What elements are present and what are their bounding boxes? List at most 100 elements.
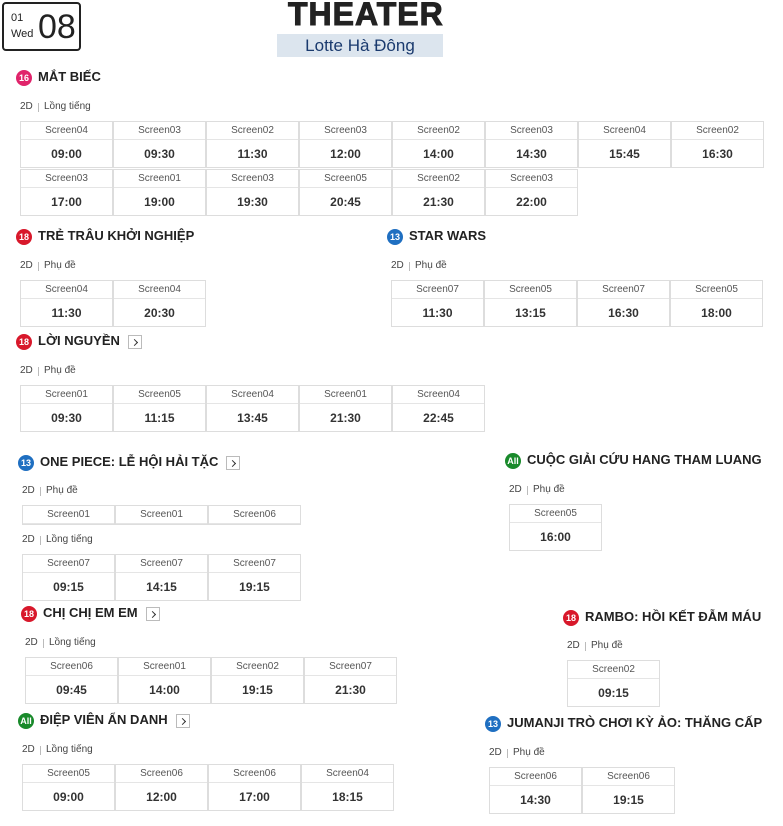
show-time: 17:00	[239, 790, 270, 804]
showtime[interactable]: Screen04 09:00	[20, 121, 113, 168]
rating-badge: 18	[16, 229, 32, 245]
showtime[interactable]: Screen07 14:15	[115, 554, 208, 601]
separator	[38, 262, 39, 271]
showtime[interactable]: Screen06 12:00	[115, 764, 208, 811]
screen-name: Screen01	[116, 506, 207, 524]
showtime[interactable]: Screen06 14:30	[489, 767, 582, 814]
screen-name: Screen02	[393, 170, 484, 188]
show-time: 09:30	[144, 147, 175, 161]
rating-badge: 16	[16, 70, 32, 86]
showtime[interactable]: Screen07 11:30	[391, 280, 484, 327]
movie-title: JUMANJI TRÒ CHƠI KỲ ẢO: THĂNG CẤP	[507, 715, 763, 730]
movie-title: CHỊ CHỊ EM EM	[43, 605, 138, 620]
format-type: 2D	[567, 640, 580, 651]
showtime[interactable]: Screen03 17:00	[20, 169, 113, 216]
showtime[interactable]: Screen03 09:30	[113, 121, 206, 168]
showtime[interactable]: Screen06 09:45	[25, 657, 118, 704]
showtime[interactable]: Screen04 11:30	[20, 280, 113, 327]
showtime[interactable]: Screen07 19:15	[208, 554, 301, 601]
format-lang: Phụ đề	[533, 484, 565, 495]
screen-name: Screen04	[207, 386, 298, 404]
separator	[43, 639, 44, 648]
showtime[interactable]: Screen03 12:00	[299, 121, 392, 168]
showtime[interactable]: Screen02 16:30	[671, 121, 764, 168]
screen-name: Screen05	[23, 765, 114, 783]
showtime[interactable]: Screen01 21:30	[299, 385, 392, 432]
movie-title: CUỘC GIẢI CỨU HANG THAM LUANG	[527, 452, 762, 467]
header-subtitle: Lotte Hà Đông	[277, 34, 443, 57]
rating-badge: 18	[563, 610, 579, 626]
showtime[interactable]: Screen07 09:15	[22, 554, 115, 601]
showtime[interactable]: Screen05 18:00	[670, 280, 763, 327]
detail-button[interactable]	[128, 335, 142, 349]
show-time: 19:15	[239, 580, 270, 594]
detail-button[interactable]	[146, 607, 160, 621]
showtime[interactable]: Screen01 19:00	[113, 169, 206, 216]
showtime[interactable]: Screen01 14:00	[118, 657, 211, 704]
show-time: 13:45	[237, 411, 268, 425]
showtime[interactable]: Screen05 16:00	[509, 504, 602, 551]
showtime[interactable]: Screen06 17:00	[208, 764, 301, 811]
screen-name: Screen02	[212, 658, 303, 676]
showtime[interactable]: Screen02 09:15	[567, 660, 660, 707]
show-time: 16:30	[702, 147, 733, 161]
showtime[interactable]: Screen04 20:30	[113, 280, 206, 327]
showtime[interactable]: Screen02 19:15	[211, 657, 304, 704]
showtime[interactable]: Screen04 22:45	[392, 385, 485, 432]
day: 08	[38, 8, 76, 46]
screen-name: Screen07	[209, 555, 300, 573]
showtime[interactable]: Screen06	[208, 505, 301, 525]
screen-name: Screen05	[510, 505, 601, 523]
showtime[interactable]: Screen01	[22, 505, 115, 525]
format-lang: Lồng tiếng	[49, 637, 96, 648]
format-type: 2D	[391, 260, 404, 271]
show-time: 12:00	[146, 790, 177, 804]
showtime[interactable]: Screen03 19:30	[206, 169, 299, 216]
showtime[interactable]: Screen05 20:45	[299, 169, 392, 216]
showtime[interactable]: Screen07 21:30	[304, 657, 397, 704]
detail-button[interactable]	[176, 714, 190, 728]
showtime[interactable]: Screen01	[115, 505, 208, 525]
format-type: 2D	[25, 637, 38, 648]
header-title: THEATER	[288, 0, 444, 33]
showtime[interactable]: Screen04 15:45	[578, 121, 671, 168]
format-lang: Phụ đề	[513, 747, 545, 758]
show-time: 09:15	[53, 580, 84, 594]
format-type: 2D	[22, 744, 35, 755]
showtime[interactable]: Screen05 11:15	[113, 385, 206, 432]
showtime[interactable]: Screen02 14:00	[392, 121, 485, 168]
showtime[interactable]: Screen05 09:00	[22, 764, 115, 811]
showtime[interactable]: Screen06 19:15	[582, 767, 675, 814]
rating-badge: 13	[18, 455, 34, 471]
showtime[interactable]: Screen07 16:30	[577, 280, 670, 327]
show-time: 13:15	[515, 306, 546, 320]
show-time: 09:30	[51, 411, 82, 425]
separator	[38, 367, 39, 376]
screen-name: Screen01	[21, 386, 112, 404]
detail-button[interactable]	[226, 456, 240, 470]
showtime[interactable]: Screen01 09:30	[20, 385, 113, 432]
show-time: 14:30	[516, 147, 547, 161]
show-time: 20:30	[144, 306, 175, 320]
rating-badge: All	[505, 453, 521, 469]
showtime[interactable]: Screen02 11:30	[206, 121, 299, 168]
screen-name: Screen05	[671, 281, 762, 299]
showtime[interactable]: Screen03 14:30	[485, 121, 578, 168]
screen-name: Screen03	[486, 170, 577, 188]
show-time: 17:00	[51, 195, 82, 209]
month: 01	[11, 12, 24, 24]
showtime[interactable]: Screen05 13:15	[484, 280, 577, 327]
showtime[interactable]: Screen04 13:45	[206, 385, 299, 432]
screen-name: Screen04	[393, 386, 484, 404]
showtime[interactable]: Screen03 22:00	[485, 169, 578, 216]
format-type: 2D	[509, 484, 522, 495]
showtime[interactable]: Screen04 18:15	[301, 764, 394, 811]
show-time: 14:30	[520, 793, 551, 807]
showtime[interactable]: Screen02 21:30	[392, 169, 485, 216]
rating-badge: 18	[21, 606, 37, 622]
show-time: 15:45	[609, 147, 640, 161]
format-lang: Phụ đề	[44, 260, 76, 271]
show-time: 14:00	[423, 147, 454, 161]
format-lang: Phụ đề	[46, 485, 78, 496]
